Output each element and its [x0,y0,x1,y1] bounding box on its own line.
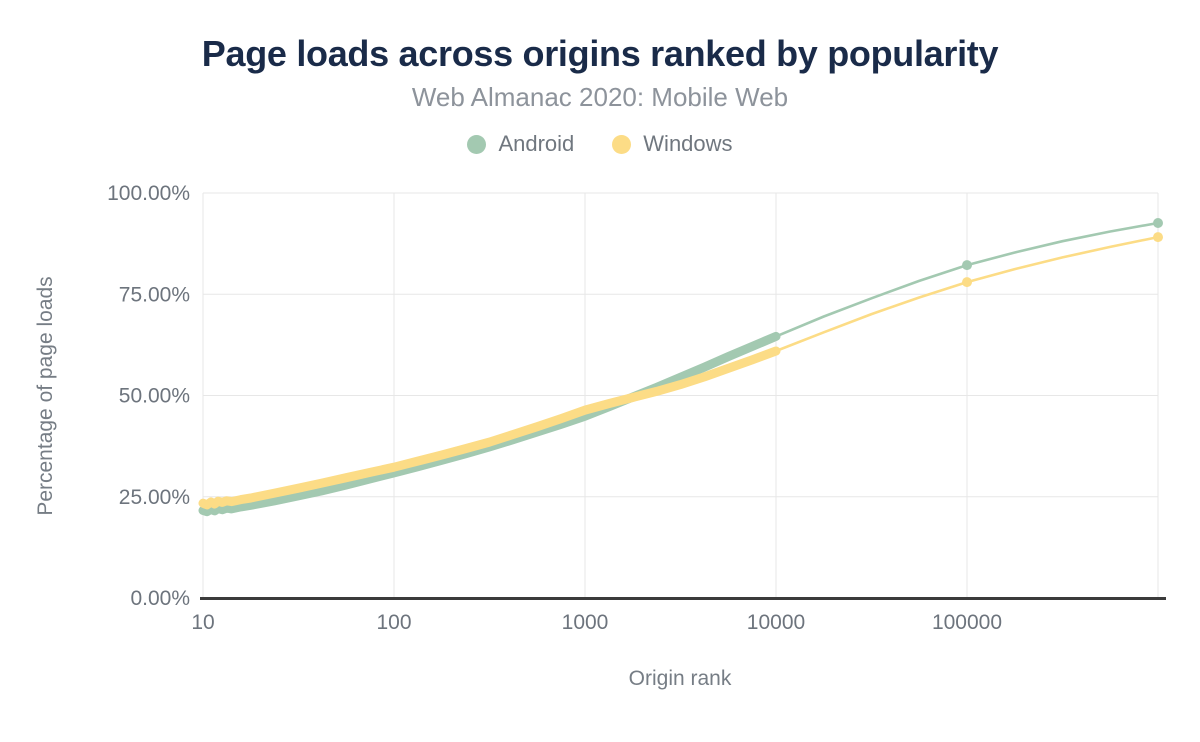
legend-item-android[interactable]: Android [467,131,574,157]
y-tick-label: 25.00% [119,486,190,509]
marker-layer [962,218,1163,288]
series-marker-android[interactable] [962,260,972,271]
chart-title: Page loads across origins ranked by popu… [201,33,999,74]
y-axis-title: Percentage of page loads [34,276,57,515]
x-tick-label: 10000 [747,611,805,634]
gridlines [202,192,1159,599]
series-marker-android[interactable] [1153,218,1163,229]
series-line-dense-android [198,331,781,517]
legend-label-android: Android [498,131,575,157]
x-tick-label: 100000 [932,611,1002,634]
series-marker-windows[interactable] [962,277,972,288]
x-tick-label: 10 [191,611,214,634]
x-tick-label: 100 [376,611,411,634]
series-line-dense-windows [198,346,781,510]
chart-header: Page loads across origins ranked by popu… [0,0,1200,157]
x-axis-title: Origin rank [629,667,732,690]
plot-svg: 10 100 1000 10000 100000 0.00% 25.00% 50.00% 75.… [34,182,1166,690]
y-tick-label: 0.00% [130,587,190,610]
windows-series-swatch-icon [612,134,632,154]
x-tick-label: 1000 [562,611,609,634]
tick-labels: 10 100 1000 10000 100000 0.00% 25.00% 50.00% 75.… [107,182,1002,634]
series-layer [198,221,1160,517]
legend-label-windows: Windows [643,131,733,157]
chart-subtitle: Web Almanac 2020: Mobile Web [411,82,789,113]
y-tick-label: 75.00% [119,283,190,306]
y-tick-label: 100.00% [107,182,190,205]
legend: Android Windows [0,131,1200,157]
legend-item-windows[interactable]: Windows [612,131,733,157]
series-marker-windows[interactable] [1153,232,1163,243]
android-series-swatch-icon [467,134,487,154]
y-tick-label: 50.00% [119,385,190,408]
